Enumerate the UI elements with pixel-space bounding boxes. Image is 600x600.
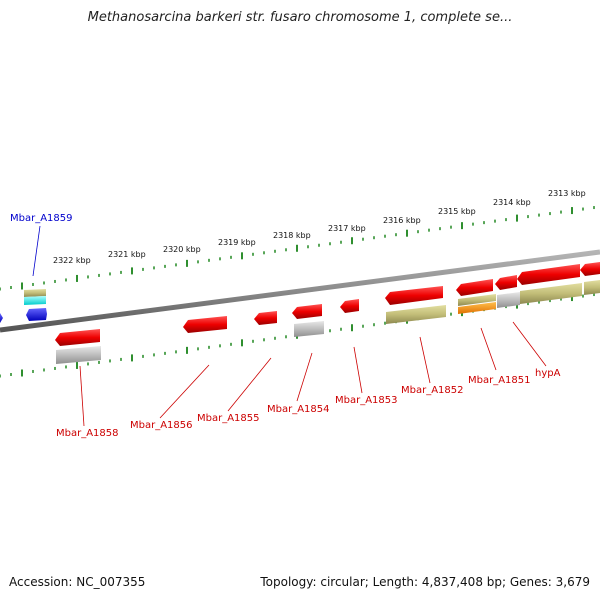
kbp-label: 2313 kbp (548, 189, 586, 198)
gene-label-mbar-a1858[interactable]: Mbar_A1858 (56, 428, 119, 439)
gene-label-mbar-a1852[interactable]: Mbar_A1852 (401, 385, 464, 396)
gene-label-mbar-a1859[interactable]: Mbar_A1859 (10, 213, 73, 224)
topology-summary: Topology: circular; Length: 4,837,408 bp… (260, 575, 590, 589)
gene-arrow-cyan (24, 296, 46, 305)
reverse-gene-arrows (55, 262, 600, 346)
gene-label-hypa[interactable]: hypA (535, 368, 561, 379)
leader-line (353, 346, 363, 394)
feature-bar-grey (497, 292, 520, 308)
kbp-label: 2314 kbp (493, 198, 531, 207)
genome-backbone (0, 249, 600, 333)
gene-arrow-mbar-a1854[interactable] (292, 304, 322, 319)
feature-bar-grey (56, 346, 101, 364)
kbp-label: 2316 kbp (383, 216, 421, 225)
accession-text: Accession: NC_007355 (9, 575, 146, 589)
scale-labels: 2322 kbp 2321 kbp 2320 kbp 2319 kbp 2318… (53, 189, 586, 265)
gene-arrow-red-edge[interactable] (580, 262, 600, 276)
forward-features (0, 289, 47, 323)
kbp-label: 2315 kbp (438, 207, 476, 216)
outer-scale-track (0, 206, 595, 291)
leader-line (480, 327, 497, 371)
gene-label-mbar-a1853[interactable]: Mbar_A1853 (335, 395, 398, 406)
gene-label-mbar-a1851[interactable]: Mbar_A1851 (468, 375, 531, 386)
kbp-label: 2322 kbp (53, 256, 91, 265)
feature-bar-olive (386, 305, 446, 324)
gene-arrow-mbar-a1851[interactable] (456, 279, 493, 296)
gene-arrow-mbar-a1852[interactable] (385, 286, 443, 305)
feature-bar-olive (584, 280, 600, 295)
gene-arrow-mbar-a1856[interactable] (183, 316, 227, 333)
feature-bar-olive (520, 283, 582, 304)
kbp-label: 2318 kbp (273, 231, 311, 240)
feature-bar-olive (458, 294, 496, 306)
leader-line (32, 225, 41, 277)
gene-label-mbar-a1854[interactable]: Mbar_A1854 (267, 404, 330, 415)
gene-arrow-mbar-a1853[interactable] (340, 299, 359, 313)
feature-bar-grey (294, 321, 324, 337)
gene-arrow-blue[interactable] (26, 308, 47, 321)
feature-bar-orange (458, 302, 496, 314)
gene-arrow-hypa[interactable] (495, 275, 517, 290)
leader-line (159, 364, 210, 419)
gene-arrow-blue-partial[interactable] (0, 313, 3, 323)
kbp-label: 2317 kbp (328, 224, 366, 233)
gene-arrow-red-long[interactable] (517, 264, 580, 285)
gene-label-mbar-a1856[interactable]: Mbar_A1856 (130, 420, 193, 431)
map-title: Methanosarcina barkeri str. fusaro chrom… (87, 10, 513, 25)
gene-arrow-mbar-a1858[interactable] (55, 329, 100, 346)
secondary-features (56, 280, 600, 364)
leader-line (512, 321, 547, 367)
leader-lines (32, 225, 547, 427)
leader-line (227, 357, 272, 412)
kbp-label: 2320 kbp (163, 245, 201, 254)
gene-arrow-olive (24, 289, 46, 297)
kbp-label: 2321 kbp (108, 250, 146, 259)
leader-line (419, 336, 431, 384)
gene-labels: Mbar_A1859 Mbar_A1858 Mbar_A1856 Mbar_A1… (10, 213, 561, 439)
kbp-label: 2319 kbp (218, 238, 256, 247)
leader-line (79, 365, 85, 427)
leader-line (296, 352, 313, 402)
gene-arrow-mbar-a1855[interactable] (254, 311, 277, 325)
gene-label-mbar-a1855[interactable]: Mbar_A1855 (197, 413, 260, 424)
